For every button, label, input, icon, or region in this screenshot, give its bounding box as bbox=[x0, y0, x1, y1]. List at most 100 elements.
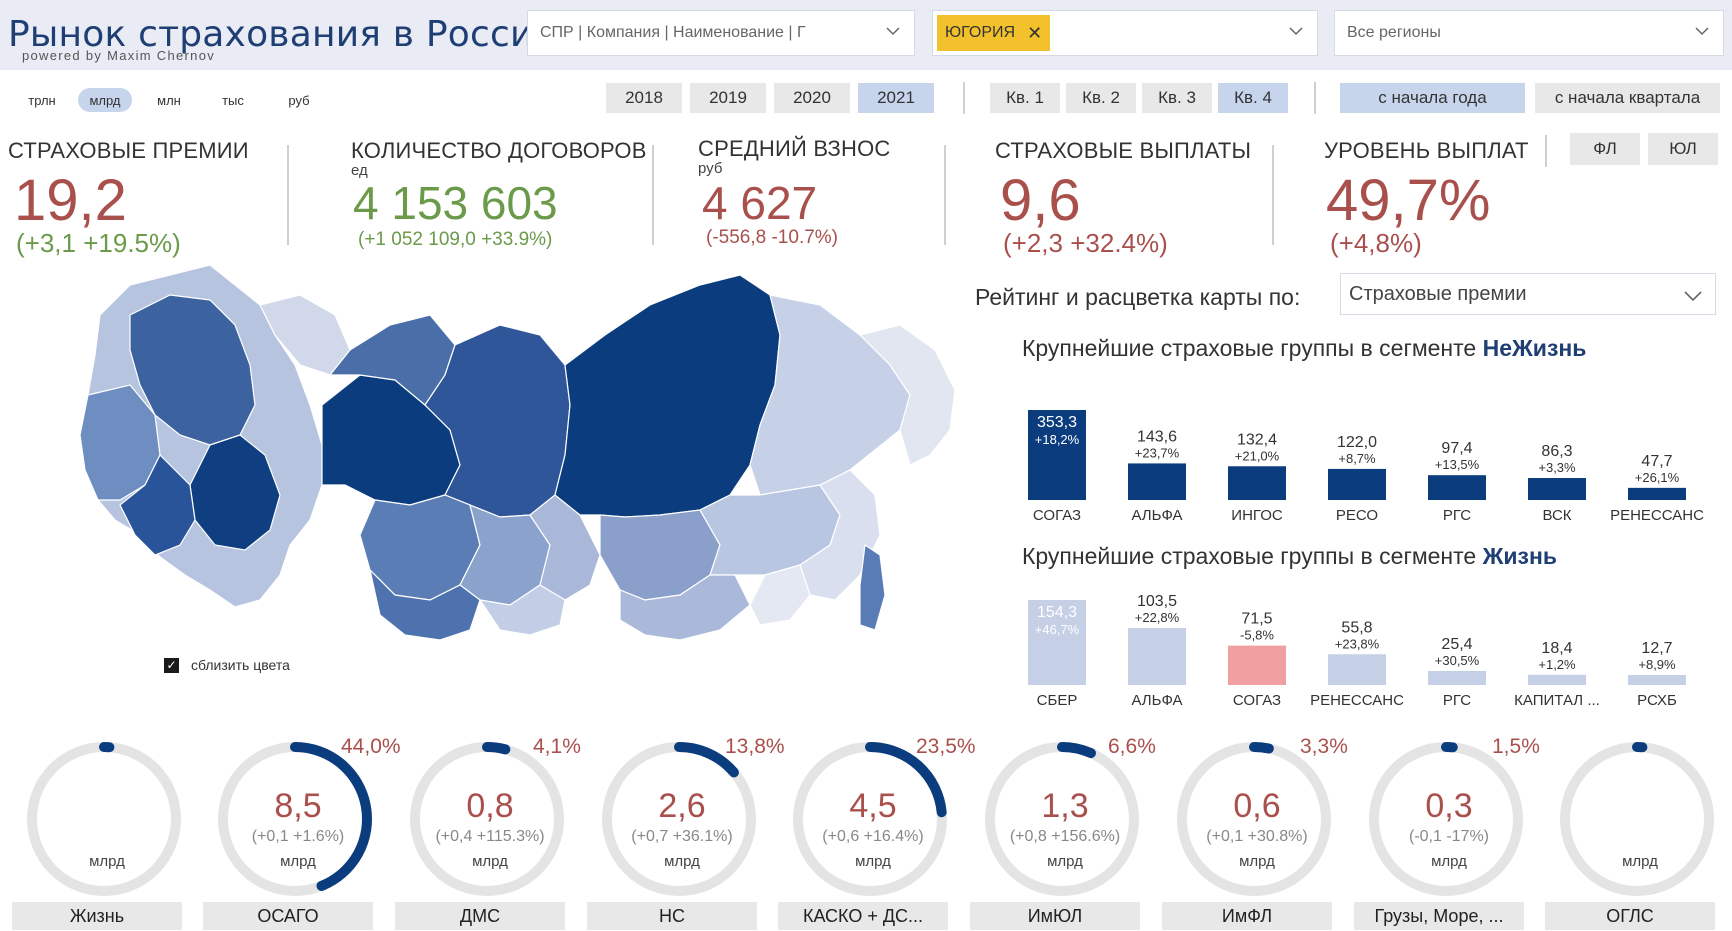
close-icon[interactable]: ✕ bbox=[1027, 22, 1043, 43]
nonlife-bar-name: СОГАЗ bbox=[1033, 507, 1081, 524]
selected-company-chip[interactable]: ЮГОРИЯ ✕ bbox=[937, 15, 1051, 51]
unit-rub[interactable]: руб bbox=[288, 92, 310, 108]
unit-trln[interactable]: трлн bbox=[28, 92, 56, 108]
life-bar[interactable] bbox=[1328, 654, 1386, 685]
life-bar[interactable] bbox=[1428, 671, 1486, 685]
company-filter[interactable]: ЮГОРИЯ ✕ bbox=[932, 10, 1318, 56]
company-dropdown[interactable]: СПР | Компания | Наименование | Г bbox=[527, 10, 915, 56]
gauge-arc bbox=[482, 742, 511, 755]
year-button-2021[interactable]: 2021 bbox=[858, 83, 934, 113]
quarter-button-3[interactable]: Кв. 3 bbox=[1142, 83, 1212, 113]
gauge-label[interactable]: НС bbox=[587, 902, 757, 930]
gauge-value: 4,5 bbox=[849, 787, 897, 825]
gauge-label[interactable]: ИмФЛ bbox=[1162, 902, 1332, 930]
header-bar: Рынок страхования в России powered by Ma… bbox=[0, 0, 1732, 70]
quarter-button-1[interactable]: Кв. 1 bbox=[990, 83, 1060, 113]
chevron-down-icon bbox=[1289, 27, 1303, 36]
gauge-label[interactable]: Грузы, Море, ... bbox=[1354, 902, 1524, 930]
life-bar[interactable] bbox=[1128, 627, 1186, 685]
gauge-3[interactable]: 4,1% 0,8 (+0,4 +115.3%) млрд ДМС bbox=[395, 735, 581, 931]
life-bar-name: КАПИТАЛ ... bbox=[1514, 692, 1600, 709]
gauge-6[interactable]: 6,6% 1,3 (+0,8 +156.6%) млрд ИмЮЛ bbox=[970, 735, 1156, 931]
nonlife-bar[interactable] bbox=[1428, 475, 1486, 500]
gauge-label[interactable]: Жизнь bbox=[12, 902, 182, 930]
life-bar-value: 12,7 bbox=[1641, 640, 1672, 657]
unit-tys[interactable]: тыс bbox=[222, 92, 244, 108]
map-region[interactable] bbox=[119, 453, 196, 556]
gauge-2[interactable]: 44,0% 8,5 (+0,1 +1.6%) млрд ОСАГО bbox=[203, 735, 401, 931]
gauge-ring bbox=[27, 742, 181, 896]
gauge-label[interactable]: ОГЛС bbox=[1545, 902, 1715, 930]
period-ytd-button[interactable]: с начала года bbox=[1340, 83, 1525, 113]
close-colors-checkbox[interactable]: ✓ сблизить цвета bbox=[164, 657, 290, 673]
map-region[interactable] bbox=[799, 469, 881, 601]
nonlife-bar[interactable] bbox=[1528, 478, 1586, 500]
map-region[interactable] bbox=[79, 384, 161, 501]
period-qtd-button[interactable]: с начала квартала bbox=[1535, 83, 1720, 113]
unit-mln[interactable]: млн bbox=[157, 92, 181, 108]
gauge-ring bbox=[793, 742, 947, 896]
life-bar[interactable] bbox=[1228, 645, 1286, 685]
nonlife-bar-change: +8,7% bbox=[1338, 451, 1376, 466]
gauge-unit: млрд bbox=[472, 853, 508, 870]
close-colors-label: сблизить цвета bbox=[191, 657, 290, 673]
kpi-avg-value: 4 627 bbox=[702, 177, 818, 229]
segment-fl-button[interactable]: ФЛ bbox=[1570, 133, 1640, 165]
gauge-7[interactable]: 3,3% 0,6 (+0,1 +30.8%) млрд ИмФЛ bbox=[1162, 735, 1348, 931]
gauge-label[interactable]: ИмЮЛ bbox=[970, 902, 1140, 930]
nonlife-bar-change: +3,3% bbox=[1538, 460, 1576, 475]
kpi-contracts-value: 4 153 603 bbox=[353, 177, 558, 229]
nonlife-bar-value: 97,4 bbox=[1441, 440, 1472, 457]
unit-mlrd[interactable]: млрд bbox=[78, 88, 132, 112]
rating-dropdown[interactable]: Страховые премии bbox=[1340, 273, 1716, 315]
nonlife-bar-name: ВСК bbox=[1542, 507, 1571, 524]
gauge-5[interactable]: 23,5% 4,5 (+0,6 +16.4%) млрд КАСКО + ДС... bbox=[778, 735, 976, 931]
gauge-label[interactable]: КАСКО + ДС... bbox=[778, 902, 948, 930]
region-dropdown-value: Все регионы bbox=[1347, 24, 1441, 41]
nonlife-bar[interactable] bbox=[1028, 410, 1086, 500]
nonlife-bar-change: +21,0% bbox=[1235, 448, 1280, 463]
nonlife-bar[interactable] bbox=[1228, 466, 1286, 500]
nonlife-bar[interactable] bbox=[1628, 487, 1686, 500]
russia-region-map[interactable] bbox=[60, 255, 980, 725]
year-button-2020[interactable]: 2020 bbox=[774, 83, 850, 113]
life-bar-value: 55,8 bbox=[1341, 619, 1372, 636]
nonlife-bar-change: +18,2% bbox=[1035, 432, 1080, 447]
selected-company-label: ЮГОРИЯ bbox=[945, 24, 1016, 41]
gauge-arc bbox=[1249, 742, 1274, 754]
map-region[interactable] bbox=[858, 324, 956, 466]
gauge-value: 8,5 bbox=[274, 787, 322, 825]
gauge-delta: (+0,8 +156.6%) bbox=[1009, 828, 1121, 845]
divider bbox=[963, 82, 965, 114]
region-dropdown[interactable]: Все регионы bbox=[1334, 10, 1724, 56]
nonlife-bar[interactable] bbox=[1328, 468, 1386, 500]
map-region[interactable] bbox=[478, 584, 566, 636]
gauge-9[interactable]: млрд ОГЛС bbox=[1545, 735, 1725, 931]
map-region[interactable] bbox=[749, 564, 811, 626]
life-bar-name: АЛЬФА bbox=[1131, 692, 1182, 709]
kpi-contracts-delta: (+1 052 109,0 +33.9%) bbox=[358, 229, 553, 250]
life-bar[interactable] bbox=[1528, 674, 1586, 685]
gauge-delta: (+0,1 +30.8%) bbox=[1206, 828, 1308, 845]
gauge-ring bbox=[1369, 742, 1523, 896]
map-region[interactable] bbox=[368, 568, 481, 641]
gauge-label[interactable]: ОСАГО bbox=[203, 902, 373, 930]
divider bbox=[944, 145, 946, 245]
nonlife-bar[interactable] bbox=[1128, 463, 1186, 500]
map-region[interactable] bbox=[859, 543, 886, 631]
map-region[interactable] bbox=[554, 274, 781, 518]
quarter-button-2[interactable]: Кв. 2 bbox=[1066, 83, 1136, 113]
year-button-2019[interactable]: 2019 bbox=[690, 83, 766, 113]
gauge-label[interactable]: ДМС bbox=[395, 902, 565, 930]
gauge-1[interactable]: млрд Жизнь bbox=[12, 735, 192, 931]
quarter-button-4[interactable]: Кв. 4 bbox=[1218, 83, 1288, 113]
gauge-8[interactable]: 1,5% 0,3 (-0,1 -17%) млрд Грузы, Море, ... bbox=[1354, 735, 1540, 931]
life-bar[interactable] bbox=[1628, 675, 1686, 685]
gauge-share: 13,8% bbox=[725, 735, 785, 758]
gauge-arc bbox=[290, 742, 372, 891]
life-bar-name: РГС bbox=[1443, 692, 1471, 709]
year-button-2018[interactable]: 2018 bbox=[606, 83, 682, 113]
life-bar[interactable] bbox=[1028, 600, 1086, 685]
gauge-4[interactable]: 13,8% 2,6 (+0,7 +36.1%) млрд НС bbox=[587, 735, 785, 931]
segment-yl-button[interactable]: ЮЛ bbox=[1648, 133, 1718, 165]
